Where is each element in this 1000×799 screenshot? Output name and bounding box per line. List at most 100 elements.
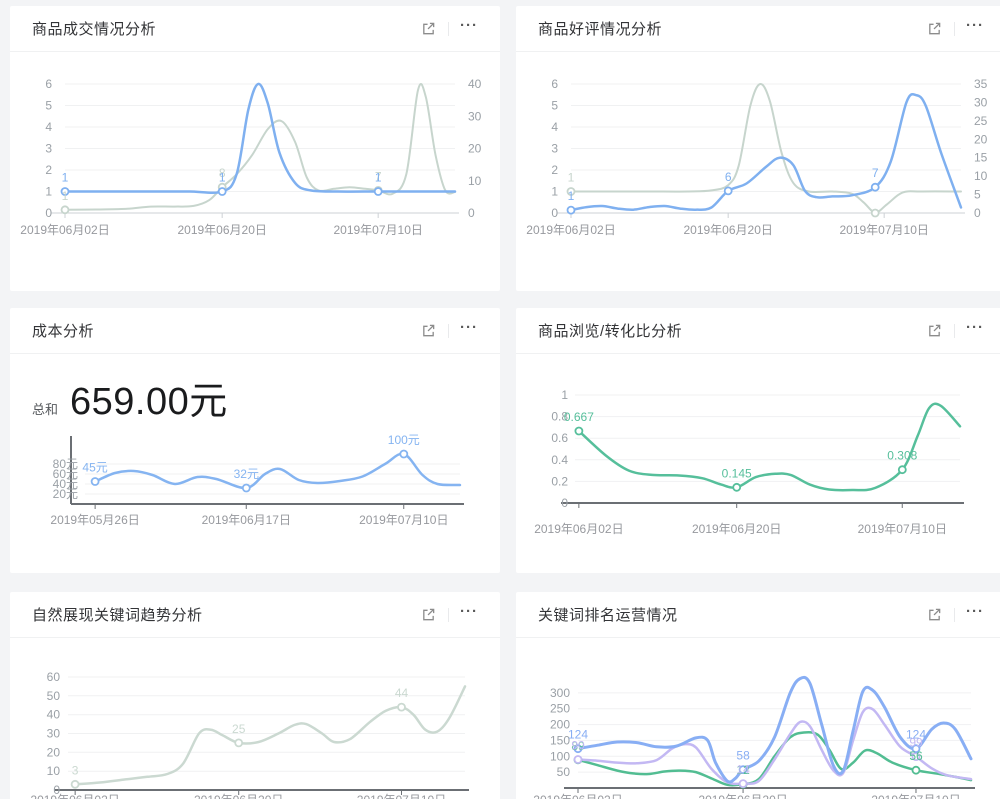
series-blue-marker: [217, 187, 227, 196]
open-in-new-icon[interactable]: [417, 604, 439, 626]
series-gray-line: [570, 82, 962, 214]
toolbar-divider: [954, 607, 955, 622]
x-axis-tick-label: 2019年06月02日: [30, 793, 119, 799]
x-axis-tick-label: 2019年06月20日: [177, 223, 266, 237]
series-cost-data-label: 45元: [82, 461, 107, 475]
deal-line-chart: 2019年06月02日 2019年06月20日 2019年07月10日0123456…: [20, 77, 482, 237]
series-blue-marker: [566, 205, 576, 215]
open-in-new-icon[interactable]: [417, 18, 439, 40]
series-gray-marker: [566, 187, 576, 196]
x-axis-tick-label: 2019年07月10日: [359, 513, 448, 527]
y-axis-right-tick-label: 30: [468, 109, 482, 123]
series-green-data-label: 89: [571, 739, 585, 753]
more-options-icon[interactable]: ···: [460, 17, 478, 34]
card-body: 2019年06月02日 2019年06月20日 2019年07月10日 0 0.2 0.4…: [516, 354, 1000, 573]
y-axis-tick-label: 60: [47, 670, 61, 684]
series-green-data-label: 12: [736, 763, 750, 777]
series-ratio-marker: [732, 482, 742, 492]
series-keyword-trend-marker: [397, 702, 406, 712]
more-options-icon[interactable]: ···: [966, 319, 984, 336]
series-keyword-trend-data-label: 44: [395, 686, 409, 700]
y-axis-tick-label: 3: [45, 142, 52, 156]
card-body: 2019年06月02日 2019年06月20日 2019年07月10日 0 1 2 3 4 5 6…: [516, 52, 1000, 291]
series-keyword-trend-data-label: 25: [232, 722, 246, 736]
open-in-new-icon[interactable]: [417, 320, 439, 342]
series-green-data-label: 56: [909, 749, 923, 763]
y-axis-tick-label: 40: [47, 708, 61, 722]
open-in-new-icon[interactable]: [923, 18, 945, 40]
toolbar-divider: [954, 323, 955, 338]
card-title: 关键词排名运营情况: [538, 607, 678, 624]
y-axis-tick-label: 20: [47, 745, 61, 759]
series-blue-line: [576, 675, 973, 784]
series-cost-marker: [399, 449, 409, 459]
series-blue-data-label: 58: [736, 749, 750, 763]
card-toolbar: ···: [923, 18, 986, 40]
card-toolbar: ···: [923, 320, 986, 342]
y-axis-tick-label: 20元: [53, 487, 78, 501]
card-toolbar: ···: [417, 18, 480, 40]
card-title: 商品成交情况分析: [32, 21, 157, 38]
x-axis-tick-label: 2019年05月26日: [50, 513, 139, 527]
y-axis-tick-label: 2: [551, 163, 558, 177]
card-title: 自然展现关键词趋势分析: [32, 607, 203, 624]
y-axis-tick-label: 30: [47, 727, 61, 741]
card-header: 自然展现关键词趋势分析 ···: [10, 592, 500, 638]
toolbar-divider: [448, 21, 449, 36]
y-axis-tick-label: 2: [45, 163, 52, 177]
card-toolbar: ···: [417, 604, 480, 626]
praise-line-chart: 2019年06月02日 2019年06月20日 2019年07月10日0123456…: [526, 77, 988, 237]
x-axis-tick-label: 2019年06月02日: [534, 522, 623, 536]
x-axis-tick-label: 2019年06月02日: [20, 223, 109, 237]
y-axis-tick-label: 4: [45, 120, 52, 134]
y-axis-tick-label: 80元: [53, 457, 78, 471]
keyword-trend-line-chart: 2019年06月02日 2019年06月20日 2019年07月10日 0 10 20 30…: [30, 670, 469, 799]
series-gray-marker: [870, 208, 880, 218]
y-axis-right-tick-label: 25: [974, 114, 988, 128]
x-axis-tick-label: 2019年06月17日: [202, 513, 291, 527]
series-cost-line: [93, 452, 462, 490]
series-gray-marker: [60, 205, 70, 215]
series-keyword-trend-line: [73, 685, 467, 786]
card-keyword-trend: 自然展现关键词趋势分析 ··· 2019年06月02日2019年06月20日20…: [10, 592, 500, 799]
y-axis-right-tick-label: 15: [974, 151, 988, 165]
card-conversion-analysis: 商品浏览/转化比分析 ··· 2019年06月02日 2019年06月20日 201…: [516, 308, 1000, 573]
more-options-icon[interactable]: ···: [460, 319, 478, 336]
keyword-ranking-line-chart: 2019年06月02日 2019年06月20日 2019年07月10日 50 100 15…: [533, 675, 975, 799]
x-axis-tick-label: 2019年06月20日: [692, 522, 781, 536]
series-blue-data-label: 6: [725, 170, 732, 184]
y-axis-tick-label: 50: [557, 765, 571, 779]
open-in-new-icon[interactable]: [923, 604, 945, 626]
y-axis-tick-label: 4: [551, 120, 558, 134]
series-blue-marker: [870, 182, 880, 192]
more-options-icon[interactable]: ···: [966, 603, 984, 620]
series-gray-line: [64, 82, 456, 211]
series-purple-marker: [738, 779, 748, 789]
y-axis-tick-label: 1: [45, 185, 52, 199]
card-header: 成本分析 ···: [10, 308, 500, 354]
toolbar-divider: [448, 323, 449, 338]
y-axis-tick-label: 250: [550, 702, 570, 716]
more-options-icon[interactable]: ···: [966, 17, 984, 34]
series-purple-data-label: 99: [909, 736, 923, 750]
y-axis-tick-label: 300: [550, 686, 570, 700]
more-options-icon[interactable]: ···: [460, 603, 478, 620]
x-axis-tick-label: 2019年06月20日: [683, 223, 772, 237]
toolbar-divider: [448, 607, 449, 622]
y-axis-right-tick-label: 20: [468, 142, 482, 156]
y-axis-tick-label: 5: [45, 99, 52, 113]
open-in-new-icon[interactable]: [923, 320, 945, 342]
series-blue-data-label: 124: [568, 728, 588, 742]
series-cost-marker: [90, 477, 100, 486]
series-blue-data-label: 1: [219, 171, 226, 185]
x-axis-tick-label: 2019年06月02日: [526, 223, 615, 237]
series-gray-data-label: 1: [62, 189, 69, 203]
card-title: 成本分析: [32, 323, 95, 340]
y-axis-tick-label: 6: [45, 77, 52, 91]
y-axis-tick-label: 50: [47, 689, 61, 703]
y-axis-tick-label: 0.2: [551, 474, 568, 488]
x-axis-tick-label: 2019年07月10日: [357, 793, 446, 799]
y-axis-right-tick-label: 20: [974, 132, 988, 146]
stat-label: 总和: [32, 402, 59, 417]
y-axis-tick-label: 0: [45, 206, 52, 220]
